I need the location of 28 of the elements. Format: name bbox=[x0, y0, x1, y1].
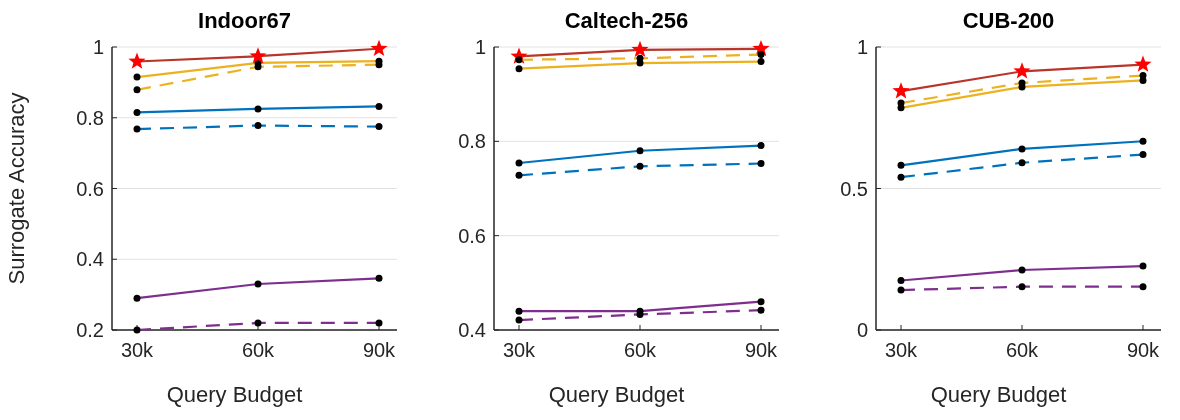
x-tick-label: 60k bbox=[1005, 339, 1040, 361]
y-tick-label: 0.6 bbox=[458, 224, 486, 247]
y-axis-title: Surrogate Accuracy bbox=[4, 92, 29, 285]
y-tick-label: 0.5 bbox=[840, 177, 868, 200]
x-tick-label: 90k bbox=[744, 339, 779, 361]
y-tick-label: 1 bbox=[92, 36, 104, 58]
chart-title: Indoor67 bbox=[198, 8, 291, 33]
x-tick-label: 30k bbox=[502, 339, 537, 361]
x-tick-label: 90k bbox=[362, 339, 397, 361]
y-tick-label: 1 bbox=[474, 36, 486, 58]
y-tick-label: 0.4 bbox=[76, 248, 104, 271]
x-tick-label: 60k bbox=[241, 339, 276, 361]
x-tick-label: 30k bbox=[120, 339, 155, 361]
x-tick-label: 30k bbox=[884, 339, 919, 361]
x-axis-title: Query Budget bbox=[930, 382, 1067, 407]
y-tick-label: 0.6 bbox=[76, 177, 104, 200]
y-tick-label: 1 bbox=[856, 36, 868, 58]
x-axis-title: Query Budget bbox=[548, 382, 685, 407]
y-tick-label: 0.4 bbox=[458, 319, 486, 341]
chart-title: Caltech-256 bbox=[564, 8, 689, 33]
chart-title: CUB-200 bbox=[962, 8, 1055, 33]
y-tick-label: 0 bbox=[856, 319, 868, 341]
x-tick-label: 60k bbox=[623, 339, 658, 361]
x-tick-label: 90k bbox=[1126, 339, 1161, 361]
x-axis-title: Query Budget bbox=[166, 382, 303, 407]
y-tick-label: 0.2 bbox=[76, 319, 104, 341]
y-tick-label: 0.8 bbox=[458, 130, 486, 153]
y-tick-label: 0.8 bbox=[76, 106, 104, 129]
